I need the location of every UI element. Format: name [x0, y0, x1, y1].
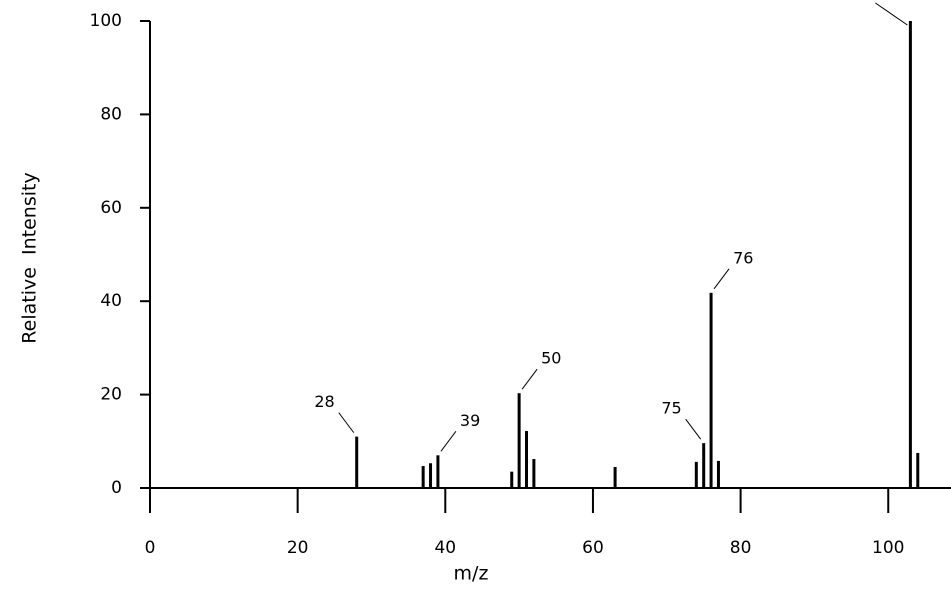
peak-label: 75 [661, 399, 681, 418]
leader-line [685, 418, 702, 440]
peak [613, 466, 617, 488]
leader-line [875, 2, 908, 26]
peak [908, 21, 912, 488]
peak-label: 76 [733, 248, 753, 267]
peak-label: 103 [841, 0, 872, 2]
x-tick-label: 40 [434, 538, 456, 558]
leader-line [521, 368, 538, 390]
y-tick-label: 80 [100, 104, 122, 124]
peak [436, 455, 440, 488]
peak [532, 459, 536, 488]
peak-label: 50 [541, 349, 561, 368]
y-tick-label: 40 [100, 291, 122, 311]
peak [429, 463, 433, 488]
peak [421, 466, 425, 488]
peak [525, 431, 529, 488]
leader-line [713, 268, 730, 290]
peak [702, 443, 706, 488]
y-tick-label: 20 [100, 385, 122, 405]
peak-label: 39 [460, 411, 480, 430]
x-axis-label: m/z [454, 563, 489, 585]
peak [517, 393, 521, 488]
y-axis-label: Relative Intensity [19, 172, 41, 343]
peak [916, 452, 920, 488]
peak [355, 436, 359, 488]
peak [709, 292, 713, 488]
y-tick-label: 0 [111, 478, 122, 498]
y-tick-label: 100 [90, 11, 122, 31]
x-tick-label: 100 [872, 538, 904, 558]
peak [716, 460, 720, 488]
leader-line [338, 412, 355, 433]
leader-line [440, 431, 457, 452]
x-tick-label: 80 [730, 538, 752, 558]
x-tick-label: 60 [582, 538, 604, 558]
peak-label: 28 [314, 392, 334, 411]
peak [694, 461, 698, 488]
x-tick-label: 20 [287, 538, 309, 558]
peak [510, 471, 514, 488]
y-tick-label: 60 [100, 198, 122, 218]
x-tick-label: 0 [145, 538, 156, 558]
